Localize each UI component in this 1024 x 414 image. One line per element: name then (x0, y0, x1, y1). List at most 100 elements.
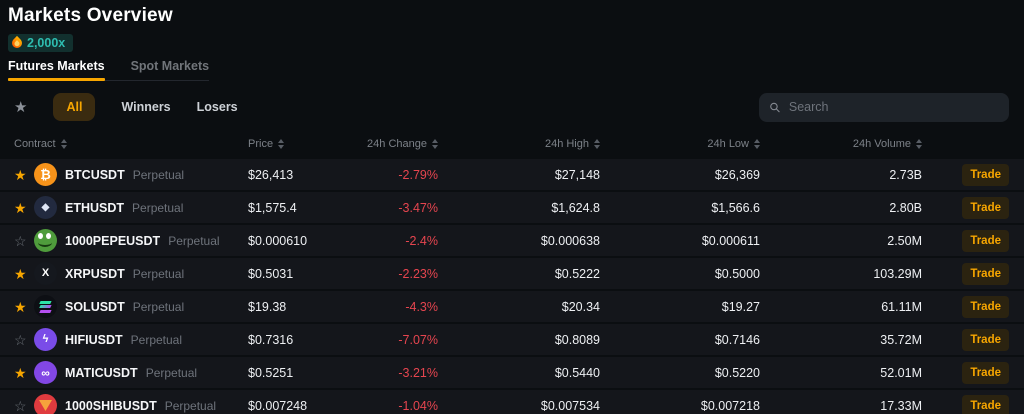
search-input[interactable] (788, 100, 999, 114)
low-cell: $0.7146 (714, 332, 760, 347)
favorite-star-icon[interactable]: ★ (14, 265, 27, 282)
contract-type: Perpetual (164, 398, 217, 413)
price-cell: $26,413 (248, 167, 294, 182)
contract-type: Perpetual (130, 332, 183, 347)
volume-cell: 2.73B (889, 167, 922, 182)
sort-icon[interactable] (916, 139, 922, 149)
low-cell: $0.000611 (701, 233, 760, 248)
market-table-body: ★ ₿ BTCUSDT Perpetual $26,413 -2.79% $27,148 $2… (0, 159, 1024, 414)
sort-icon[interactable] (278, 139, 285, 149)
column-header-price[interactable]: Price (248, 138, 348, 150)
leverage-badge-row: 2,000x (8, 34, 1024, 52)
trade-button[interactable]: Trade (962, 262, 1009, 285)
volume-cell: 103.29M (873, 266, 922, 281)
high-cell: $0.000638 (540, 233, 600, 248)
high-cell: $27,148 (554, 167, 600, 182)
change-cell: -7.07% (398, 332, 438, 347)
contract-type: Perpetual (168, 233, 220, 248)
trade-button[interactable]: Trade (962, 394, 1009, 414)
contract-cell: X XRPUSDT Perpetual (34, 262, 248, 285)
page-title: Markets Overview (8, 5, 173, 26)
trade-button[interactable]: Trade (962, 163, 1009, 186)
favorite-star-icon[interactable]: ☆ (14, 331, 27, 348)
low-cell: $26,369 (714, 167, 760, 182)
filter-losers-button[interactable]: Losers (196, 100, 238, 114)
change-cell: -4.3% (405, 299, 438, 314)
contract-symbol: BTCUSDT (65, 167, 125, 182)
xrp-icon: X (34, 262, 57, 285)
low-cell: $0.5220 (714, 365, 760, 380)
flame-icon (9, 35, 25, 50)
trade-button[interactable]: Trade (962, 361, 1009, 384)
contract-cell: ◆ ETHUSDT Perpetual (34, 196, 248, 219)
column-header-24h-low[interactable]: 24h Low (600, 138, 760, 150)
favorites-filter-star-icon[interactable]: ★ (14, 99, 28, 116)
contract-type: Perpetual (132, 167, 185, 182)
favorite-star-icon[interactable]: ☆ (14, 232, 27, 249)
volume-cell: 2.50M (887, 233, 922, 248)
search-box[interactable] (759, 92, 1009, 122)
sort-icon[interactable] (432, 139, 438, 149)
leverage-badge-label: 2,000x (27, 36, 66, 50)
change-cell: -2.23% (398, 266, 438, 281)
filter-row: ★ All Winners Losers (14, 92, 1009, 122)
contract-symbol: ETHUSDT (65, 200, 125, 215)
contract-symbol: XRPUSDT (65, 266, 125, 281)
high-cell: $20.34 (561, 299, 600, 314)
favorite-star-icon[interactable]: ★ (14, 364, 27, 381)
favorite-star-icon[interactable]: ☆ (14, 397, 27, 414)
tab-futures-markets[interactable]: Futures Markets (8, 59, 105, 81)
tab-spot-markets[interactable]: Spot Markets (130, 59, 210, 73)
matic-icon: ∞ (34, 361, 57, 384)
volume-cell: 61.11M (881, 299, 922, 314)
contract-symbol: HIFIUSDT (65, 332, 123, 347)
pepe-icon (34, 229, 57, 252)
high-cell: $0.007534 (540, 398, 600, 413)
shib-icon (34, 394, 57, 414)
table-header: Contract Price 24h Change 24h High 24h L… (0, 129, 1024, 159)
table-row[interactable]: ★ ∞ MATICUSDT Perpetual $0.5251 -3.21% $0.5440… (0, 357, 1024, 388)
hifi-icon: ϟ (34, 328, 57, 351)
change-cell: -3.21% (398, 365, 438, 380)
column-header-contract[interactable]: Contract (14, 138, 248, 150)
sort-icon[interactable] (754, 139, 760, 149)
price-cell: $19.38 (248, 299, 287, 314)
favorite-star-icon[interactable]: ★ (14, 298, 27, 315)
column-header-24h-change[interactable]: 24h Change (348, 138, 438, 150)
favorite-star-icon[interactable]: ★ (14, 199, 27, 216)
search-icon (770, 102, 780, 112)
sort-icon[interactable] (60, 139, 67, 149)
contract-cell: ∞ MATICUSDT Perpetual (34, 361, 248, 384)
filter-winners-button[interactable]: Winners (121, 100, 171, 114)
contract-symbol: 1000SHIBUSDT (65, 398, 157, 413)
column-header-24h-volume[interactable]: 24h Volume (760, 138, 922, 150)
price-cell: $0.5031 (248, 266, 294, 281)
sol-icon (34, 295, 57, 318)
contract-type: Perpetual (132, 299, 185, 314)
contract-symbol: MATICUSDT (65, 365, 138, 380)
table-row[interactable]: ☆ 1000SHIBUSDT Perpetual $0.007248 -1.04% $0.… (0, 390, 1024, 414)
table-row[interactable]: ★ X XRPUSDT Perpetual $0.5031 -2.23% $0.5222 $0… (0, 258, 1024, 289)
volume-cell: 17.33M (880, 398, 922, 413)
high-cell: $0.5440 (554, 365, 600, 380)
column-header-24h-high[interactable]: 24h High (438, 138, 600, 150)
table-row[interactable]: ★ ◆ ETHUSDT Perpetual $1,575.4 -3.47% $1,624.8… (0, 192, 1024, 223)
favorite-star-icon[interactable]: ★ (14, 166, 27, 183)
high-cell: $0.5222 (554, 266, 600, 281)
low-cell: $1,566.6 (711, 200, 760, 215)
filter-all-button[interactable]: All (53, 93, 96, 121)
sort-icon[interactable] (594, 139, 600, 149)
table-row[interactable]: ☆ ϟ HIFIUSDT Perpetual $0.7316 -7.07% $0.8089 $… (0, 324, 1024, 355)
eth-icon: ◆ (34, 196, 57, 219)
trade-button[interactable]: Trade (962, 295, 1009, 318)
trade-button[interactable]: Trade (962, 196, 1009, 219)
table-row[interactable]: ★ SOLUSDT Perpetual $19.38 -4.3% $20.34 $19.27… (0, 291, 1024, 322)
trade-button[interactable]: Trade (962, 328, 1009, 351)
trade-button[interactable]: Trade (962, 229, 1009, 252)
low-cell: $0.007218 (700, 398, 760, 413)
change-cell: -1.04% (398, 398, 438, 413)
table-row[interactable]: ★ ₿ BTCUSDT Perpetual $26,413 -2.79% $27,148 $2… (0, 159, 1024, 190)
price-cell: $0.000610 (248, 233, 308, 248)
table-row[interactable]: ☆ 1000PEPEUSDT Perpetual $0.000610 -2.4% $0.0… (0, 225, 1024, 256)
